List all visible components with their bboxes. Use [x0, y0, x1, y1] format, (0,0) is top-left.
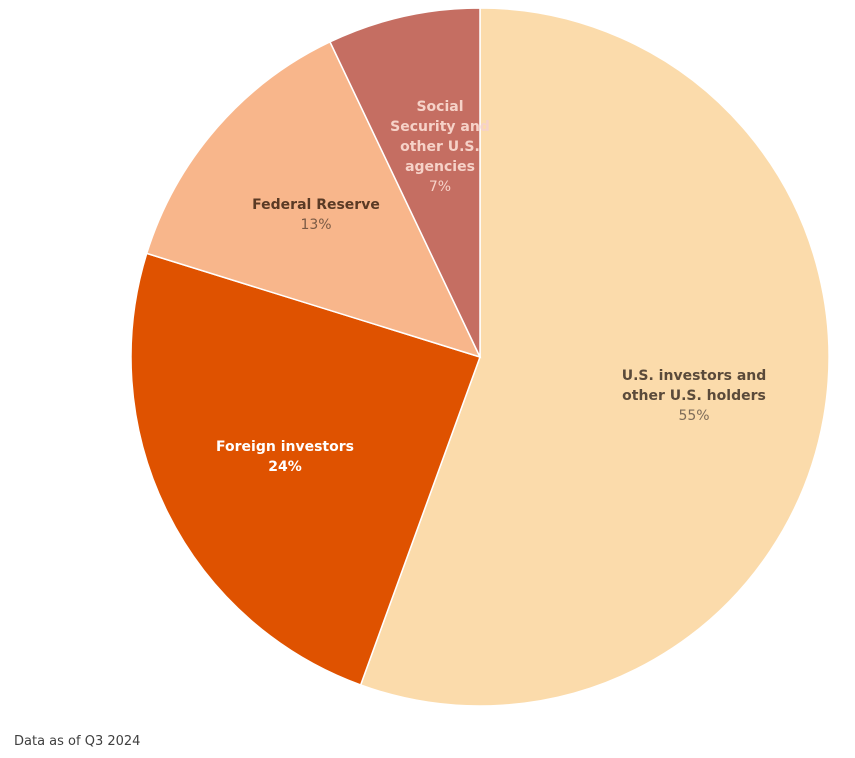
- footnote: Data as of Q3 2024: [14, 734, 141, 749]
- slice-label-name-line: Security and: [390, 119, 490, 135]
- pie-slice-3: [329, 7, 481, 358]
- slice-label-2: Federal Reserve 13%: [252, 197, 380, 233]
- slice-label-0: U.S. investors and other U.S. holders 55%: [622, 368, 767, 424]
- slice-value-label: 24%: [268, 459, 302, 475]
- pie-labels: U.S. investors and other U.S. holders 55% F…: [216, 99, 766, 475]
- slice-label-name-line: other U.S. holders: [622, 388, 766, 404]
- slice-value-label: 55%: [678, 408, 709, 424]
- slice-label-3: Social Security and other U.S. agencies 7%: [390, 99, 490, 195]
- pie-slice-0: [359, 7, 830, 707]
- slice-label-name-line: agencies: [405, 159, 475, 175]
- slice-label-name-line: Federal Reserve: [252, 197, 380, 213]
- slice-label-name-line: Foreign investors: [216, 439, 354, 455]
- slice-label-name-line: U.S. investors and: [622, 368, 767, 384]
- pie-slices: [130, 7, 830, 707]
- slice-value-label: 13%: [300, 217, 331, 233]
- slice-value-label: 7%: [429, 179, 451, 195]
- pie-slice-2: [145, 40, 482, 359]
- pie-chart: U.S. investors and other U.S. holders 55% F…: [130, 7, 830, 707]
- slice-label-1: Foreign investors 24%: [216, 439, 354, 475]
- slice-label-name-line: other U.S.: [400, 139, 480, 155]
- slice-label-name-line: Social: [416, 99, 463, 115]
- pie-slice-1: [130, 252, 481, 686]
